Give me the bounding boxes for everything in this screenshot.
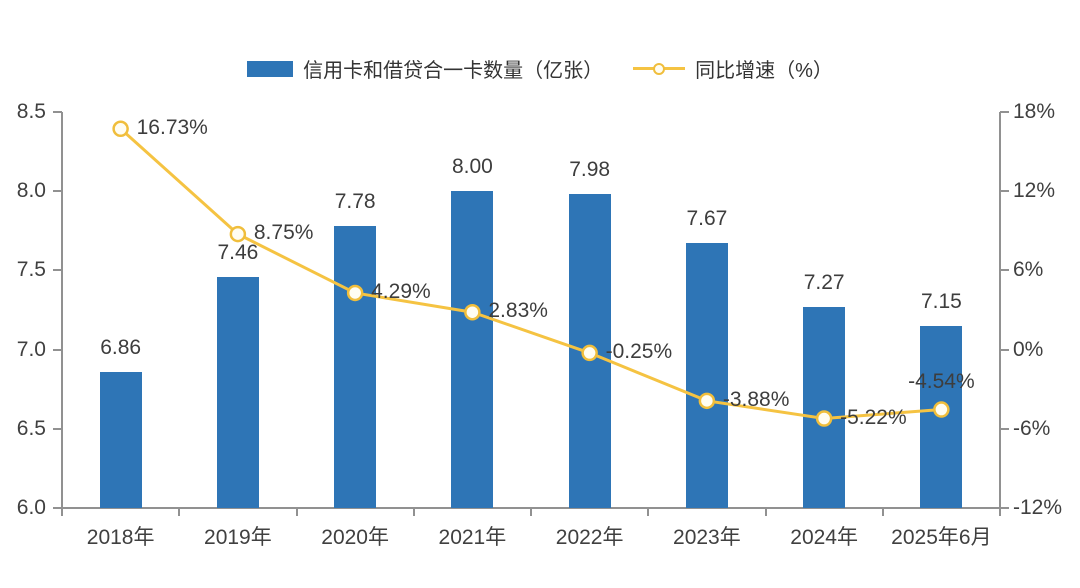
right-axis-tick-label: -12% (1013, 496, 1063, 519)
line-marker-2019年 (229, 225, 247, 243)
left-axis-tick-label: 6.5 (16, 416, 46, 440)
bar-2018年 (99, 371, 142, 508)
x-axis-category-label: 2019年 (204, 526, 272, 549)
x-axis-tick (295, 508, 298, 516)
line-value-label: -5.22% (840, 405, 907, 429)
left-axis-tick (53, 427, 62, 430)
x-axis-tick (530, 508, 532, 516)
line-marker-2018年 (112, 120, 129, 138)
right-axis-tick (1000, 427, 1009, 430)
bar-2024年 (803, 306, 846, 508)
left-axis-tick-label: 8.5 (16, 100, 46, 123)
bar-value-label: 7.98 (569, 158, 611, 182)
line-value-label: 4.29% (371, 279, 431, 303)
right-axis-tick (1000, 269, 1009, 272)
x-axis-category-label: 2021年 (438, 526, 507, 549)
bar-value-label: 7.67 (686, 207, 728, 231)
line-series-swatch-icon (633, 62, 686, 75)
line-value-label: 2.83% (488, 299, 548, 323)
x-axis-tick (764, 508, 767, 516)
x-axis-category-label: 2020年 (321, 526, 389, 549)
x-axis-tick (412, 508, 415, 516)
left-axis-line (61, 112, 63, 508)
right-axis-tick (1000, 348, 1009, 351)
x-axis-category-label: 2023年 (673, 526, 741, 549)
bar-value-label: 6.86 (100, 335, 142, 359)
x-axis-category-label: 2025年6月 (891, 526, 992, 549)
x-axis-tick (178, 508, 181, 516)
right-axis-tick-label: 0% (1013, 337, 1044, 361)
bar-2019年 (216, 276, 259, 508)
line-series-label: 同比增速（%） (695, 60, 833, 82)
left-axis-tick (53, 269, 62, 272)
bar-value-label: 7.15 (920, 289, 962, 313)
right-axis-tick (1000, 507, 1009, 509)
x-axis-tick (999, 508, 1001, 516)
bar-value-label: 7.78 (334, 190, 376, 214)
right-axis-tick (1000, 111, 1009, 113)
bar-2020年 (334, 226, 377, 508)
left-axis-tick-label: 8.0 (16, 179, 46, 203)
x-axis-tick (647, 508, 650, 516)
legend: 信用卡和借贷合一卡数量（亿张） 同比增速（%） (0, 54, 1080, 83)
bar-value-label: 7.27 (803, 270, 845, 294)
x-axis-category-label: 2022年 (555, 526, 624, 549)
x-axis-tick (881, 508, 884, 516)
right-axis-tick-label: 6% (1013, 258, 1044, 282)
legend-item-card-count: 信用卡和借贷合一卡数量（亿张） (247, 54, 603, 83)
bar-2022年 (568, 194, 611, 508)
x-axis-category-label: 2024年 (790, 526, 858, 549)
left-axis-tick-label: 6.0 (16, 496, 46, 519)
line-value-label: 16.73% (136, 115, 208, 139)
right-axis-tick (1000, 190, 1009, 193)
bar-value-label: 8.00 (451, 155, 493, 179)
right-axis-line (999, 112, 1001, 508)
line-marker-icon (653, 62, 666, 75)
left-axis-tick-label: 7.5 (16, 258, 46, 282)
bar-2021年 (451, 191, 494, 508)
left-axis-tick (53, 111, 62, 113)
bar-series-label: 信用卡和借贷合一卡数量（亿张） (303, 60, 604, 82)
bar-2025年6月 (920, 325, 963, 508)
right-axis-tick-label: 12% (1013, 179, 1056, 203)
line-value-label: 8.75% (253, 221, 314, 245)
x-axis-tick (61, 508, 63, 516)
left-axis-tick (53, 190, 62, 193)
bar-2023年 (685, 243, 728, 508)
left-axis-tick (53, 507, 62, 509)
x-axis-category-label: 2018年 (86, 526, 155, 549)
left-axis-tick (53, 348, 62, 351)
line-value-label: -3.88% (722, 387, 790, 411)
legend-item-growth-rate: 同比增速（%） (633, 54, 833, 83)
right-axis-tick-label: -6% (1013, 416, 1051, 440)
line-value-label: -4.54% (908, 369, 975, 393)
left-axis-tick-label: 7.0 (16, 337, 46, 361)
right-axis-tick-label: 18% (1013, 100, 1056, 123)
bar-series-swatch-icon (247, 60, 294, 77)
line-value-label: -0.25% (605, 339, 673, 363)
